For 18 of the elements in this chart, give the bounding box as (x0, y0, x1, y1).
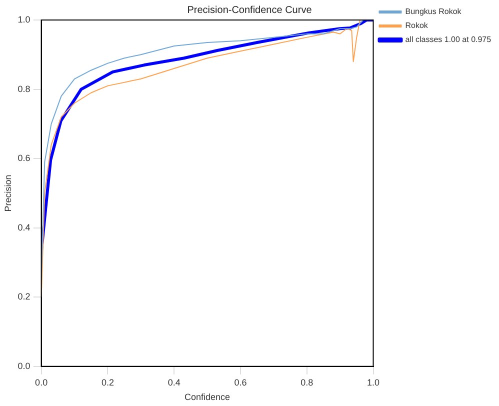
y-tick-label: 0.0 (18, 360, 30, 371)
x-axis-title: Confidence (184, 392, 230, 402)
x-tick-label: 0.8 (300, 377, 314, 388)
legend-label: Rokok (405, 21, 429, 30)
x-tick-label: 0.0 (35, 377, 48, 388)
y-axis-title: Precision (2, 174, 13, 212)
x-tick-label: 0.4 (168, 377, 180, 388)
y-tick-label: 0.4 (18, 222, 30, 232)
legend-label: all classes 1.00 at 0.975 (405, 35, 492, 44)
y-tick-label: 0.6 (18, 153, 30, 164)
y-tick-label: 1.0 (18, 14, 30, 24)
legend-label: Bungkus Rokok (405, 7, 462, 16)
y-tick-label: 0.2 (18, 292, 30, 302)
chart-title: Precision-Confidence Curve (187, 4, 312, 16)
x-tick-label: 0.2 (101, 377, 114, 388)
x-tick-label: 1.0 (366, 377, 380, 388)
y-tick-label: 0.8 (18, 84, 30, 94)
x-tick-label: 0.6 (234, 377, 247, 388)
